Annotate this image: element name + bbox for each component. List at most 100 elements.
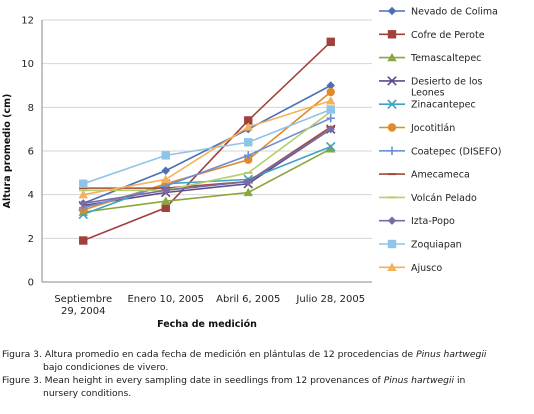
legend-swatch-marker bbox=[387, 146, 397, 155]
y-axis-title: Altura promedio (cm) bbox=[2, 94, 13, 209]
series-line bbox=[82, 108, 332, 185]
x-axis-title: Fecha de medición bbox=[157, 319, 257, 330]
data-point bbox=[244, 155, 253, 164]
legend-swatch-marker bbox=[387, 99, 397, 109]
legend-swatch-marker bbox=[387, 52, 397, 62]
legend-item: Jocotitlán bbox=[379, 123, 455, 134]
line-chart: 0 2 4 6 8 10 12 Septiembre 29, 2004 Enero 10, 200… bbox=[2, 7, 501, 331]
caption-english-species: Pinus hartwegii bbox=[383, 375, 455, 386]
legend-label: Nevado de Colima bbox=[411, 7, 498, 18]
legend-label: Zoquiapan bbox=[411, 240, 462, 251]
data-point bbox=[244, 177, 253, 186]
series-line bbox=[83, 128, 332, 207]
data-point bbox=[325, 141, 336, 152]
marker-stroke bbox=[387, 99, 397, 109]
data-point bbox=[78, 189, 88, 199]
legend-swatch-marker bbox=[387, 262, 397, 271]
series-line bbox=[83, 100, 331, 196]
legend-item: Izta-Popo bbox=[379, 216, 455, 227]
data-point bbox=[326, 81, 335, 90]
legend-label: Volcán Pelado bbox=[411, 193, 477, 204]
x-tick-label: Abril 6, 2005 bbox=[216, 294, 280, 305]
caption-english: Figure 3. Mean height in every sampling … bbox=[2, 374, 532, 400]
y-tick-label: 12 bbox=[21, 16, 34, 27]
x-tick-label: Septiembre 29, 2004 bbox=[54, 294, 112, 317]
legend-item: Temascaltepec bbox=[379, 52, 481, 64]
legend-swatch-marker bbox=[387, 30, 397, 39]
legend-label: Jocotitlán bbox=[410, 123, 455, 134]
caption-english-mid: in bbox=[454, 375, 466, 386]
caption-spanish-species: Pinus hartwegii bbox=[416, 349, 487, 360]
caption-spanish-prefix: Figura 3. Altura promedio en cada fecha … bbox=[2, 349, 417, 360]
series-line bbox=[83, 128, 332, 205]
legend-item: Cofre de Perote bbox=[379, 30, 485, 41]
legend-label: Temascaltepec bbox=[410, 53, 481, 64]
data-point bbox=[161, 174, 171, 184]
y-tick-label: 8 bbox=[28, 103, 34, 114]
data-point bbox=[244, 138, 253, 147]
marker-stroke bbox=[325, 141, 336, 152]
data-point bbox=[326, 105, 335, 114]
legend-label: Zinacantepec bbox=[411, 100, 476, 111]
legend: Nevado de Colima Cofre de Perote Temascalt… bbox=[379, 7, 501, 274]
data-point bbox=[243, 122, 253, 131]
marker-stroke bbox=[387, 76, 397, 86]
legend-label: Izta-Popo bbox=[411, 216, 455, 227]
data-point bbox=[326, 114, 335, 123]
data-point bbox=[243, 187, 253, 197]
legend-item: Zoquiapan bbox=[379, 240, 462, 251]
data-point bbox=[326, 37, 335, 47]
y-tick-label: 6 bbox=[28, 147, 34, 158]
data-point bbox=[161, 203, 170, 212]
legend-item: Amecameca bbox=[379, 170, 470, 181]
y-tick-label: 10 bbox=[21, 59, 34, 70]
data-point bbox=[326, 124, 335, 134]
legend-label: Desierto de los Leones bbox=[411, 76, 482, 98]
caption-english-suffix: nursery conditions. bbox=[43, 388, 132, 399]
caption-spanish: Figura 3. Altura promedio en cada fecha … bbox=[2, 348, 532, 374]
series-group bbox=[78, 96, 336, 199]
y-tick-label: 0 bbox=[28, 278, 34, 289]
legend-item: Volcán Pelado bbox=[379, 193, 477, 204]
x-tick-label: Julio 28, 2005 bbox=[295, 294, 365, 305]
legend-item: Desierto de los Leones bbox=[379, 76, 482, 98]
data-point bbox=[326, 87, 335, 97]
legend-item: Nevado de Colima bbox=[379, 7, 498, 18]
series-group bbox=[79, 37, 335, 245]
legend-item: Zinacantepec bbox=[379, 99, 476, 111]
series-line bbox=[83, 148, 332, 213]
legend-swatch-marker bbox=[387, 6, 397, 16]
y-tick-label: 4 bbox=[28, 190, 34, 201]
y-tick-label: 2 bbox=[28, 234, 34, 245]
series-line bbox=[82, 145, 332, 216]
data-point bbox=[161, 166, 170, 175]
legend-item: Coatepec (DISEFO) bbox=[379, 146, 501, 157]
caption-english-prefix: Figure 3. Mean height in every sampling … bbox=[2, 375, 384, 386]
series-group bbox=[79, 105, 335, 188]
data-point bbox=[326, 144, 336, 153]
data-point bbox=[161, 196, 171, 205]
legend-swatch-marker bbox=[387, 76, 397, 86]
data-point bbox=[244, 116, 253, 125]
series-line bbox=[83, 126, 332, 189]
data-point bbox=[326, 96, 336, 105]
legend-swatch-marker bbox=[387, 216, 397, 225]
legend-swatch-marker bbox=[387, 239, 397, 249]
x-tick-label: Enero 10, 2005 bbox=[127, 294, 204, 305]
series-group bbox=[79, 124, 335, 208]
data-point bbox=[244, 151, 253, 160]
legend-label: Amecameca bbox=[411, 170, 470, 181]
data-point bbox=[79, 199, 88, 208]
data-point bbox=[79, 179, 88, 188]
data-point bbox=[161, 186, 170, 195]
legend-label: Cofre de Perote bbox=[411, 30, 485, 41]
data-point bbox=[161, 151, 170, 160]
legend-item: Ajusco bbox=[379, 262, 442, 274]
legend-label: Ajusco bbox=[411, 263, 442, 274]
legend-swatch-marker bbox=[387, 123, 397, 132]
legend-label: Coatepec (DISEFO) bbox=[411, 146, 501, 157]
series-group bbox=[78, 144, 336, 216]
series-line bbox=[82, 41, 332, 242]
series-line bbox=[83, 111, 332, 192]
caption-spanish-suffix: bajo condiciones de vivero. bbox=[43, 362, 169, 373]
